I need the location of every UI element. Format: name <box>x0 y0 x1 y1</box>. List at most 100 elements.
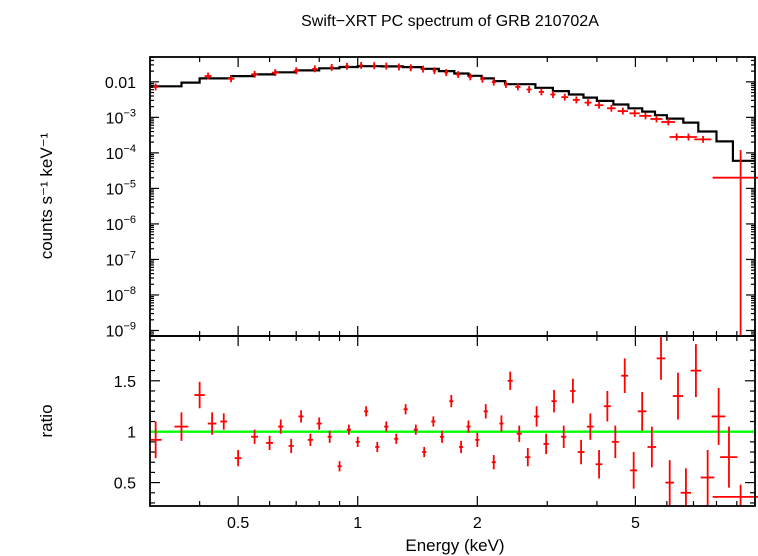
spectrum-data-point <box>421 65 425 73</box>
ratio-data-point <box>207 412 217 435</box>
spectrum-y-axis-label: counts s⁻¹ keV⁻¹ <box>37 132 56 259</box>
ratio-data-point <box>278 419 284 434</box>
ratio-data-point <box>422 446 427 458</box>
spectrum-y-tick-label: 10−8 <box>106 285 136 305</box>
ratio-data-point <box>327 430 332 443</box>
spectrum-data-points <box>153 61 758 336</box>
ratio-data-point <box>499 415 504 432</box>
spectrum-data-point <box>384 62 388 70</box>
spectrum-data-point <box>538 88 544 96</box>
spectrum-data-point <box>153 83 159 91</box>
ratio-plot-frame <box>149 335 756 507</box>
x-tick-label: 5 <box>631 515 640 532</box>
ratio-data-point <box>543 433 549 455</box>
ratio-data-point <box>375 441 380 453</box>
ratio-data-point <box>570 378 576 404</box>
x-tick-label: 1 <box>353 515 362 532</box>
ratio-data-points <box>149 337 758 506</box>
ratio-data-point <box>647 426 657 468</box>
spectrum-data-point <box>491 78 496 86</box>
ratio-data-point <box>551 389 557 413</box>
spectrum-data-point <box>329 63 334 71</box>
ratio-data-point <box>720 426 738 488</box>
ratio-data-point <box>346 424 351 435</box>
spectrum-data-point <box>712 150 758 336</box>
ratio-data-point <box>403 404 408 415</box>
ratio-data-point <box>394 433 399 444</box>
spectrum-data-point <box>312 65 318 73</box>
spectrum-data-point <box>293 67 299 75</box>
spectrum-y-tick-label: 10−6 <box>106 214 136 234</box>
spectrum-data-point <box>526 86 532 93</box>
spectrum-data-point <box>251 70 258 78</box>
spectrum-data-point <box>204 72 212 80</box>
spectrum-data-point <box>617 107 628 115</box>
spectrum-data-point <box>515 83 521 91</box>
ratio-data-point <box>525 447 531 467</box>
ratio-data-point <box>449 395 454 408</box>
ratio-data-point <box>672 372 684 420</box>
ratio-data-point <box>337 461 342 472</box>
spectrum-data-point <box>227 75 235 83</box>
ratio-data-point <box>711 387 726 445</box>
spectrum-data-point <box>561 93 569 101</box>
ratio-data-point <box>384 421 389 432</box>
ratio-panel: 0.5 1 1.5 0.5 1 2 5 ratio Energy (keV) <box>37 335 758 555</box>
ratio-y-tick-labels: 0.5 1 1.5 <box>114 374 136 493</box>
ratio-data-point <box>611 425 619 459</box>
spectrum-y-tick-label: 10−4 <box>106 143 136 163</box>
ratio-data-point <box>690 344 702 398</box>
ratio-data-point <box>288 438 294 454</box>
ratio-data-point <box>355 436 360 447</box>
x-axis-label: Energy (keV) <box>405 536 504 555</box>
ratio-data-point <box>637 391 647 431</box>
ratio-data-point <box>665 460 674 505</box>
spectrum-data-point <box>650 115 663 123</box>
ratio-data-point <box>595 450 603 479</box>
ratio-y-tick-label: 1.5 <box>114 374 136 391</box>
spectrum-data-point <box>372 62 376 70</box>
ratio-data-point <box>413 424 418 435</box>
spectrum-plot-frame <box>149 56 756 337</box>
ratio-data-point <box>364 406 369 417</box>
ratio-data-point <box>561 425 567 448</box>
spectrum-y-tick-labels: 0.01 10−3 10−4 10−5 10−6 10−7 10−8 10−9 <box>105 75 136 341</box>
spectrum-data-point <box>694 135 712 143</box>
ratio-data-point <box>220 413 228 430</box>
spectrum-data-point <box>432 67 437 75</box>
spectrum-grid-ticks <box>149 56 756 337</box>
ratio-data-point <box>507 371 513 390</box>
ratio-data-point <box>234 450 242 467</box>
ratio-y-axis-label: ratio <box>37 404 56 437</box>
ratio-grid-ticks <box>149 336 756 506</box>
ratio-data-point <box>680 468 692 506</box>
spectrum-data-point <box>584 99 592 107</box>
ratio-data-point <box>621 358 629 394</box>
x-tick-labels: 0.5 1 2 5 <box>227 515 640 532</box>
spectrum-data-point <box>572 96 580 104</box>
spectrum-y-tick-label: 10−7 <box>106 249 136 269</box>
spectrum-y-tick-label: 10−5 <box>106 178 136 198</box>
ratio-data-point <box>483 404 488 419</box>
spectrum-data-point <box>679 133 697 141</box>
spectrum-data-point <box>397 63 401 71</box>
spectrum-model-line <box>150 65 755 162</box>
spectrum-data-point <box>359 61 363 69</box>
ratio-data-point <box>307 433 313 446</box>
spectrum-data-point <box>468 73 473 81</box>
x-tick-label: 0.5 <box>227 515 249 532</box>
ratio-data-point <box>298 410 304 423</box>
ratio-data-point <box>466 420 471 433</box>
ratio-y-tick-label: 0.5 <box>114 476 136 493</box>
spectrum-data-point <box>639 112 652 120</box>
ratio-data-point <box>630 452 638 489</box>
ratio-data-point <box>491 455 496 470</box>
ratio-data-point <box>266 435 274 451</box>
ratio-data-point <box>174 412 189 441</box>
ratio-data-point <box>533 406 540 427</box>
spectrum-data-point <box>444 69 448 77</box>
spectrum-y-tick-label: 10−9 <box>106 320 136 340</box>
spectrum-data-point <box>409 64 413 72</box>
spectrum-panel: 0.01 10−3 10−4 10−5 10−6 10−7 10−8 10−9 counts … <box>37 56 758 341</box>
spectrum-data-point <box>456 71 461 79</box>
